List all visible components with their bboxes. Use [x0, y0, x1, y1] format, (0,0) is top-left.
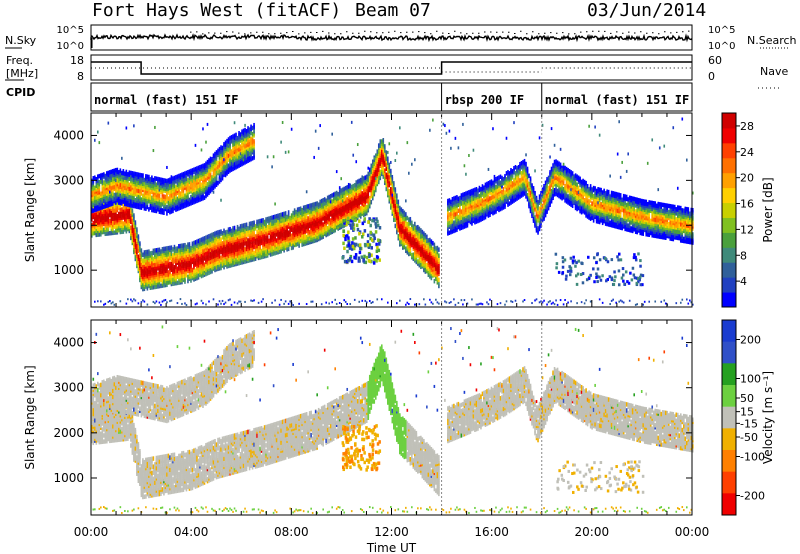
y-axis-title: Slant Range [km] — [23, 158, 37, 262]
velocity-colorbar-swatch — [722, 320, 736, 343]
x-tick-label: 16:00 — [474, 525, 509, 539]
power-colorbar-swatch — [722, 247, 736, 263]
date-title: 03/Jun/2014 — [587, 0, 707, 21]
power-colorbar-swatch — [722, 202, 736, 218]
x-tick-label: 12:00 — [374, 525, 409, 539]
cpid-segment-label: rbsp 200 IF — [445, 93, 524, 107]
y-tick-label: 3000 — [53, 381, 84, 395]
freq-label-bottom: [MHz] — [6, 67, 38, 80]
velocity-colorbar-tick-label: 200 — [740, 334, 761, 347]
velocity-colorbar-swatch — [722, 406, 736, 429]
x-axis-title: Time UT — [366, 541, 417, 554]
x-tick-label: 00:00 — [675, 525, 710, 539]
noise-left-tick-top: 10^5 — [57, 25, 84, 36]
freq-trace — [91, 61, 692, 75]
power-colorbar-tick-label: 8 — [740, 249, 747, 262]
power-colorbar-swatch — [722, 232, 736, 248]
velocity-colorbar-frame — [721, 319, 737, 516]
x-tick-label: 00:00 — [74, 525, 109, 539]
cpid-label: CPID — [6, 86, 35, 99]
nsearch-trace — [190, 30, 690, 35]
power-colorbar-label: Power [dB] — [761, 177, 775, 242]
y-tick-label: 2000 — [53, 218, 84, 232]
velocity-colorbar-swatch — [722, 493, 736, 516]
power-colorbar-tick-label: 16 — [740, 198, 754, 211]
velocity-colorbar-tick-label: 50 — [740, 392, 754, 405]
nsky-label: N.Sky — [5, 34, 37, 47]
nave-tick-bottom: 0 — [708, 70, 715, 83]
velocity-colorbar-label: Velocity [m s⁻¹] — [761, 371, 775, 464]
y-axis-title: Slant Range [km] — [23, 365, 37, 469]
nsky-trace — [90, 33, 693, 43]
velocity-cells — [91, 325, 694, 514]
x-tick-label: 20:00 — [575, 525, 610, 539]
noise-right-tick-bottom: 10^0 — [708, 41, 735, 52]
velocity-colorbar-tick-label: 15 — [740, 406, 754, 419]
freq-tick-bottom: 8 — [77, 70, 84, 83]
nsearch-label: N.Search — [747, 34, 797, 47]
power-colorbar-tick-label: 4 — [740, 275, 747, 288]
y-tick-label: 4000 — [53, 336, 84, 350]
noise-right-tick-top: 10^5 — [708, 25, 735, 36]
power-colorbar-frame — [721, 112, 737, 308]
y-tick-label: 4000 — [53, 128, 84, 142]
cpid-segment-label: normal (fast) 151 IF — [94, 93, 239, 107]
y-tick-label: 2000 — [53, 426, 84, 440]
beam-title: Beam 07 — [355, 0, 431, 21]
power-colorbar-tick-label: 28 — [740, 120, 754, 133]
radar-title: Fort Hays West (fitACF) — [92, 0, 342, 21]
power-colorbar-swatch — [722, 262, 736, 278]
x-tick-label: 08:00 — [274, 525, 309, 539]
x-tick-label: 04:00 — [174, 525, 209, 539]
power-colorbar-swatch — [722, 113, 736, 129]
velocity-colorbar-swatch — [722, 363, 736, 386]
velocity-colorbar-swatch — [722, 450, 736, 473]
freq-tick-top: 18 — [70, 54, 84, 67]
cpid-segment-label: normal (fast) 151 IF — [545, 93, 690, 107]
freq-label-top: Freq. — [6, 54, 33, 67]
power-colorbar-swatch — [722, 127, 736, 144]
velocity-colorbar-tick-label: -100 — [740, 451, 765, 464]
power-colorbar-swatch — [722, 187, 736, 204]
velocity-colorbar-tick-label: -200 — [740, 490, 765, 503]
power-colorbar-tick-label: 24 — [740, 146, 754, 159]
noise-left-tick-bottom: 10^0 — [57, 41, 84, 52]
power-colorbar-tick-label: 20 — [740, 172, 754, 185]
power-colorbar-swatch — [722, 277, 736, 293]
velocity-colorbar-tick-label: -15 — [740, 417, 758, 430]
velocity-colorbar-swatch — [722, 341, 736, 364]
velocity-colorbar-tick-label: -50 — [740, 431, 758, 444]
cpid-panel — [90, 82, 693, 112]
nave-tick-top: 60 — [708, 54, 722, 67]
power-cells — [91, 117, 694, 306]
velocity-colorbar-swatch — [722, 385, 736, 408]
power-colorbar-swatch — [722, 142, 736, 159]
y-tick-label: 1000 — [53, 471, 84, 485]
power-colorbar-swatch — [722, 172, 736, 189]
nave-label: Nave — [760, 65, 788, 78]
y-tick-label: 3000 — [53, 173, 84, 187]
power-colorbar-tick-label: 12 — [740, 223, 754, 236]
velocity-colorbar-swatch — [722, 428, 736, 451]
power-colorbar-swatch — [722, 157, 736, 174]
power-colorbar-swatch — [722, 292, 736, 308]
y-tick-label: 1000 — [53, 263, 84, 277]
velocity-colorbar-swatch — [722, 471, 736, 494]
velocity-colorbar-tick-label: 100 — [740, 373, 761, 386]
power-colorbar-swatch — [722, 217, 736, 233]
